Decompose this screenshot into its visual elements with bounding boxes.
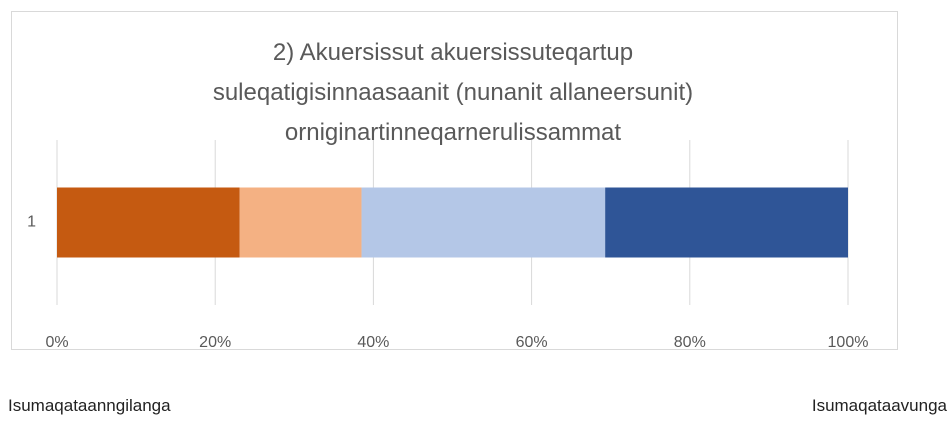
x-tick-label: 20% xyxy=(199,334,231,351)
chart-title: 2) Akuersissut akuersissuteqartup suleqa… xyxy=(212,39,694,146)
bar-segment xyxy=(57,187,240,258)
x-tick-label: 60% xyxy=(516,334,548,351)
bar-segment xyxy=(239,187,362,258)
x-tick-label: 0% xyxy=(45,334,68,351)
chart-frame xyxy=(11,11,898,350)
x-tick-label: 80% xyxy=(674,334,706,351)
bar-segment xyxy=(361,187,606,258)
y-tick-label: 1 xyxy=(27,214,36,231)
x-tick-label: 100% xyxy=(828,334,869,351)
annotation: Isumaqataavunga xyxy=(811,396,947,415)
bar-segment xyxy=(605,187,848,258)
annotation: Isumaqataanngilanga xyxy=(8,396,171,415)
x-tick-label: 40% xyxy=(357,334,389,351)
